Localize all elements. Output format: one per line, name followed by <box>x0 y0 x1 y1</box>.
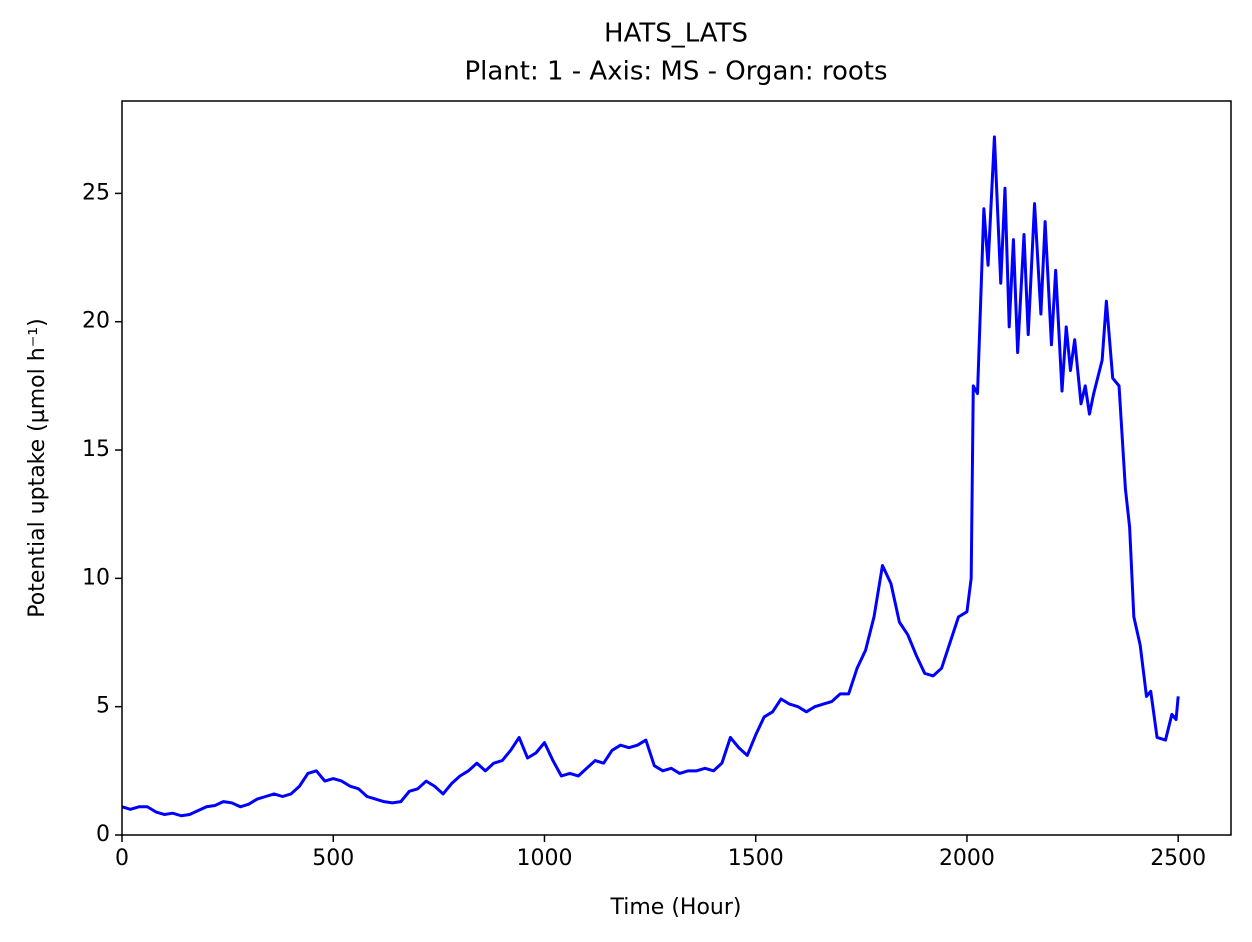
line-series <box>121 135 1180 818</box>
y-tick-label: 15 <box>82 437 110 462</box>
x-tick-label: 0 <box>115 846 129 871</box>
x-tick-label: 2000 <box>939 846 995 871</box>
x-tick-label: 500 <box>312 846 354 871</box>
y-tick-label: 10 <box>82 565 110 590</box>
y-tick-label: 25 <box>82 180 110 205</box>
x-axis-label: Time (Hour) <box>610 895 742 920</box>
y-tick-label: 0 <box>96 822 110 847</box>
x-tick-label: 2500 <box>1150 846 1206 871</box>
plot-frame <box>121 100 1232 836</box>
x-tick-label: 1500 <box>728 846 784 871</box>
y-tick-label: 20 <box>82 309 110 334</box>
x-tick-label: 1000 <box>516 846 572 871</box>
chart-subtitle: Plant: 1 - Axis: MS - Organ: roots <box>464 57 887 87</box>
y-axis-label: Potential uptake (µmol h⁻¹) <box>25 318 50 617</box>
chart-title: HATS_LATS <box>604 19 748 49</box>
y-tick-label: 5 <box>96 694 110 719</box>
